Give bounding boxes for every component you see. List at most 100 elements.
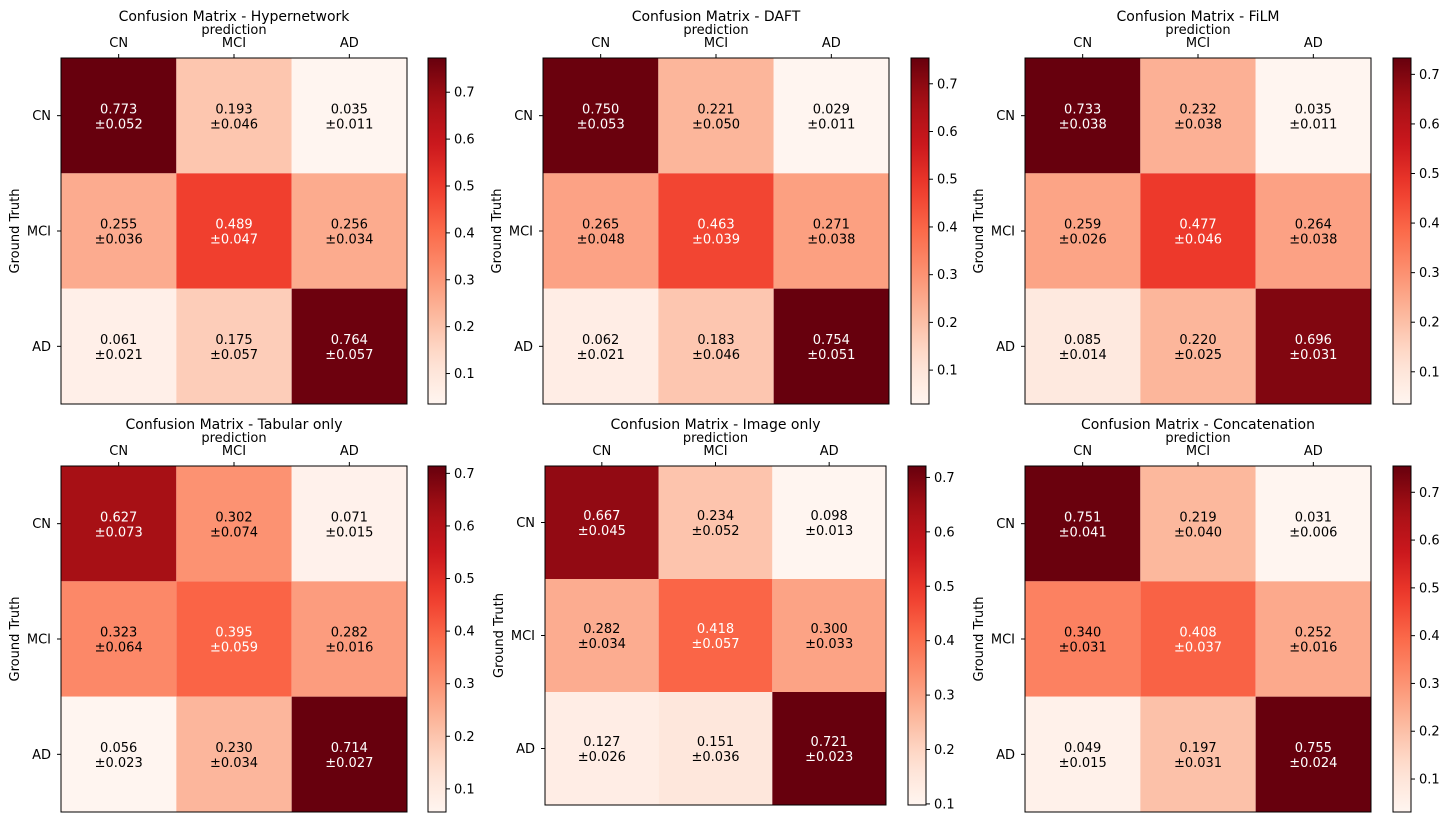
cell-std-label: ±0.051	[807, 348, 855, 363]
cell-mean-label: 0.221	[697, 102, 734, 117]
colorbar-tick-label: 0.2	[1419, 725, 1440, 740]
heatmap-cell	[1140, 466, 1256, 582]
colorbar-frame	[1392, 57, 1412, 405]
colorbar-frame	[427, 465, 447, 813]
cell-mean-label: 0.773	[100, 102, 137, 117]
heatmap-cell	[545, 692, 659, 805]
heatmap-cell	[61, 288, 177, 404]
cell-value-label: 0.098 ±0.013	[805, 509, 853, 539]
colorbar-tick-label: 0.1	[937, 364, 958, 379]
cell-mean-label: 0.062	[582, 333, 619, 348]
cell-value-label: 0.035 ±0.011	[1289, 102, 1337, 132]
cell-std-label: ±0.046	[210, 117, 258, 132]
colorbar-frame	[907, 465, 927, 806]
cell-mean-label: 0.750	[582, 102, 619, 117]
heatmap-cell	[772, 466, 886, 579]
x-tick-label: AD	[1304, 36, 1323, 51]
y-tick-label: AD	[516, 742, 535, 757]
heatmap-cell	[773, 173, 889, 289]
colorbar-tick-label: 0.1	[934, 797, 955, 812]
colorbar-tick-label: 0.4	[454, 226, 475, 241]
cell-value-label: 0.395 ±0.059	[210, 626, 258, 656]
colorbar-tick-label: 0.2	[454, 730, 475, 745]
x-tick-label: CN	[109, 36, 128, 51]
colorbar-tick-label: 0.3	[1419, 677, 1440, 692]
x-axis-label: prediction	[201, 23, 266, 38]
cell-mean-label: 0.489	[215, 218, 252, 233]
colorbar-frame	[427, 57, 447, 405]
cell-std-label: ±0.031	[1174, 756, 1222, 771]
colorbar-tick-label: 0.6	[937, 125, 958, 140]
colorbar-tick-label: 0.1	[1419, 365, 1440, 380]
colorbar-tick-label: 0.2	[454, 320, 475, 335]
x-axis-label: prediction	[683, 23, 748, 38]
cell-std-label: ±0.023	[805, 750, 853, 765]
cell-mean-label: 0.220	[1179, 333, 1216, 348]
cell-mean-label: 0.733	[1064, 102, 1101, 117]
cell-mean-label: 0.721	[811, 735, 848, 750]
colorbar-tick-label: 0.4	[1419, 629, 1440, 644]
heatmap-cell	[658, 173, 774, 289]
heatmap-cell	[61, 466, 177, 582]
cell-mean-label: 0.627	[100, 510, 137, 525]
x-axis-label: prediction	[201, 431, 266, 446]
y-axis-label: Ground Truth	[492, 593, 507, 678]
colorbar-tick-label: 0.4	[454, 625, 475, 640]
cell-std-label: ±0.016	[325, 641, 373, 656]
cell-value-label: 0.271 ±0.038	[807, 218, 855, 248]
x-tick-label: MCI	[222, 36, 246, 51]
heatmap-cell	[291, 581, 407, 697]
heatmap-cell	[1255, 288, 1371, 404]
cell-std-label: ±0.033	[805, 637, 853, 652]
y-axis-label: Ground Truth	[490, 189, 505, 274]
colorbar	[1393, 466, 1411, 812]
cell-mean-label: 0.085	[1064, 333, 1101, 348]
cell-value-label: 0.071 ±0.015	[325, 510, 373, 540]
cell-value-label: 0.029 ±0.011	[807, 102, 855, 132]
cell-std-label: ±0.050	[692, 117, 740, 132]
heatmap-cell	[1025, 466, 1141, 582]
colorbar-tick-label: 0.2	[937, 316, 958, 331]
heatmap-cell	[61, 58, 177, 174]
chart-title: Confusion Matrix - Image only	[610, 417, 820, 433]
cell-value-label: 0.232 ±0.038	[1174, 102, 1222, 132]
cell-value-label: 0.714 ±0.027	[325, 741, 373, 771]
colorbar-tick-label: 0.3	[934, 689, 955, 704]
cell-std-label: ±0.021	[577, 348, 625, 363]
x-tick-label: MCI	[222, 444, 246, 459]
colorbar-tick-label: 0.4	[937, 220, 958, 235]
cell-std-label: ±0.016	[1289, 641, 1337, 656]
colorbar-tick-label: 0.5	[1419, 167, 1440, 182]
cell-std-label: ±0.034	[325, 233, 373, 248]
cell-value-label: 0.221 ±0.050	[692, 102, 740, 132]
y-axis-label: Ground Truth	[972, 597, 987, 682]
heatmap-cell	[772, 579, 886, 692]
cell-value-label: 0.463 ±0.039	[692, 218, 740, 248]
cell-value-label: 0.282 ±0.034	[578, 622, 626, 652]
cell-std-label: ±0.052	[95, 117, 143, 132]
cell-value-label: 0.056 ±0.023	[95, 741, 143, 771]
cell-std-label: ±0.059	[210, 641, 258, 656]
colorbar	[1393, 58, 1411, 404]
y-tick-label: MCI	[27, 225, 51, 240]
cell-mean-label: 0.049	[1064, 741, 1101, 756]
cell-value-label: 0.764 ±0.057	[325, 333, 373, 363]
colorbar-tick-label: 0.6	[1419, 117, 1440, 132]
chart-title: Confusion Matrix - DAFT	[632, 9, 801, 25]
cell-std-label: ±0.015	[325, 525, 373, 540]
cell-std-label: ±0.064	[95, 641, 143, 656]
cell-value-label: 0.282 ±0.016	[325, 626, 373, 656]
x-tick-label: CN	[592, 444, 611, 459]
cell-value-label: 0.755 ±0.024	[1289, 741, 1337, 771]
cell-std-label: ±0.034	[210, 756, 258, 771]
heatmap-cell	[1140, 581, 1256, 697]
cell-std-label: ±0.013	[805, 524, 853, 539]
y-tick-label: MCI	[991, 225, 1015, 240]
cell-value-label: 0.265 ±0.048	[577, 218, 625, 248]
cell-mean-label: 0.323	[100, 626, 137, 641]
cell-value-label: 0.667 ±0.045	[578, 509, 626, 539]
cell-value-label: 0.627 ±0.073	[95, 510, 143, 540]
